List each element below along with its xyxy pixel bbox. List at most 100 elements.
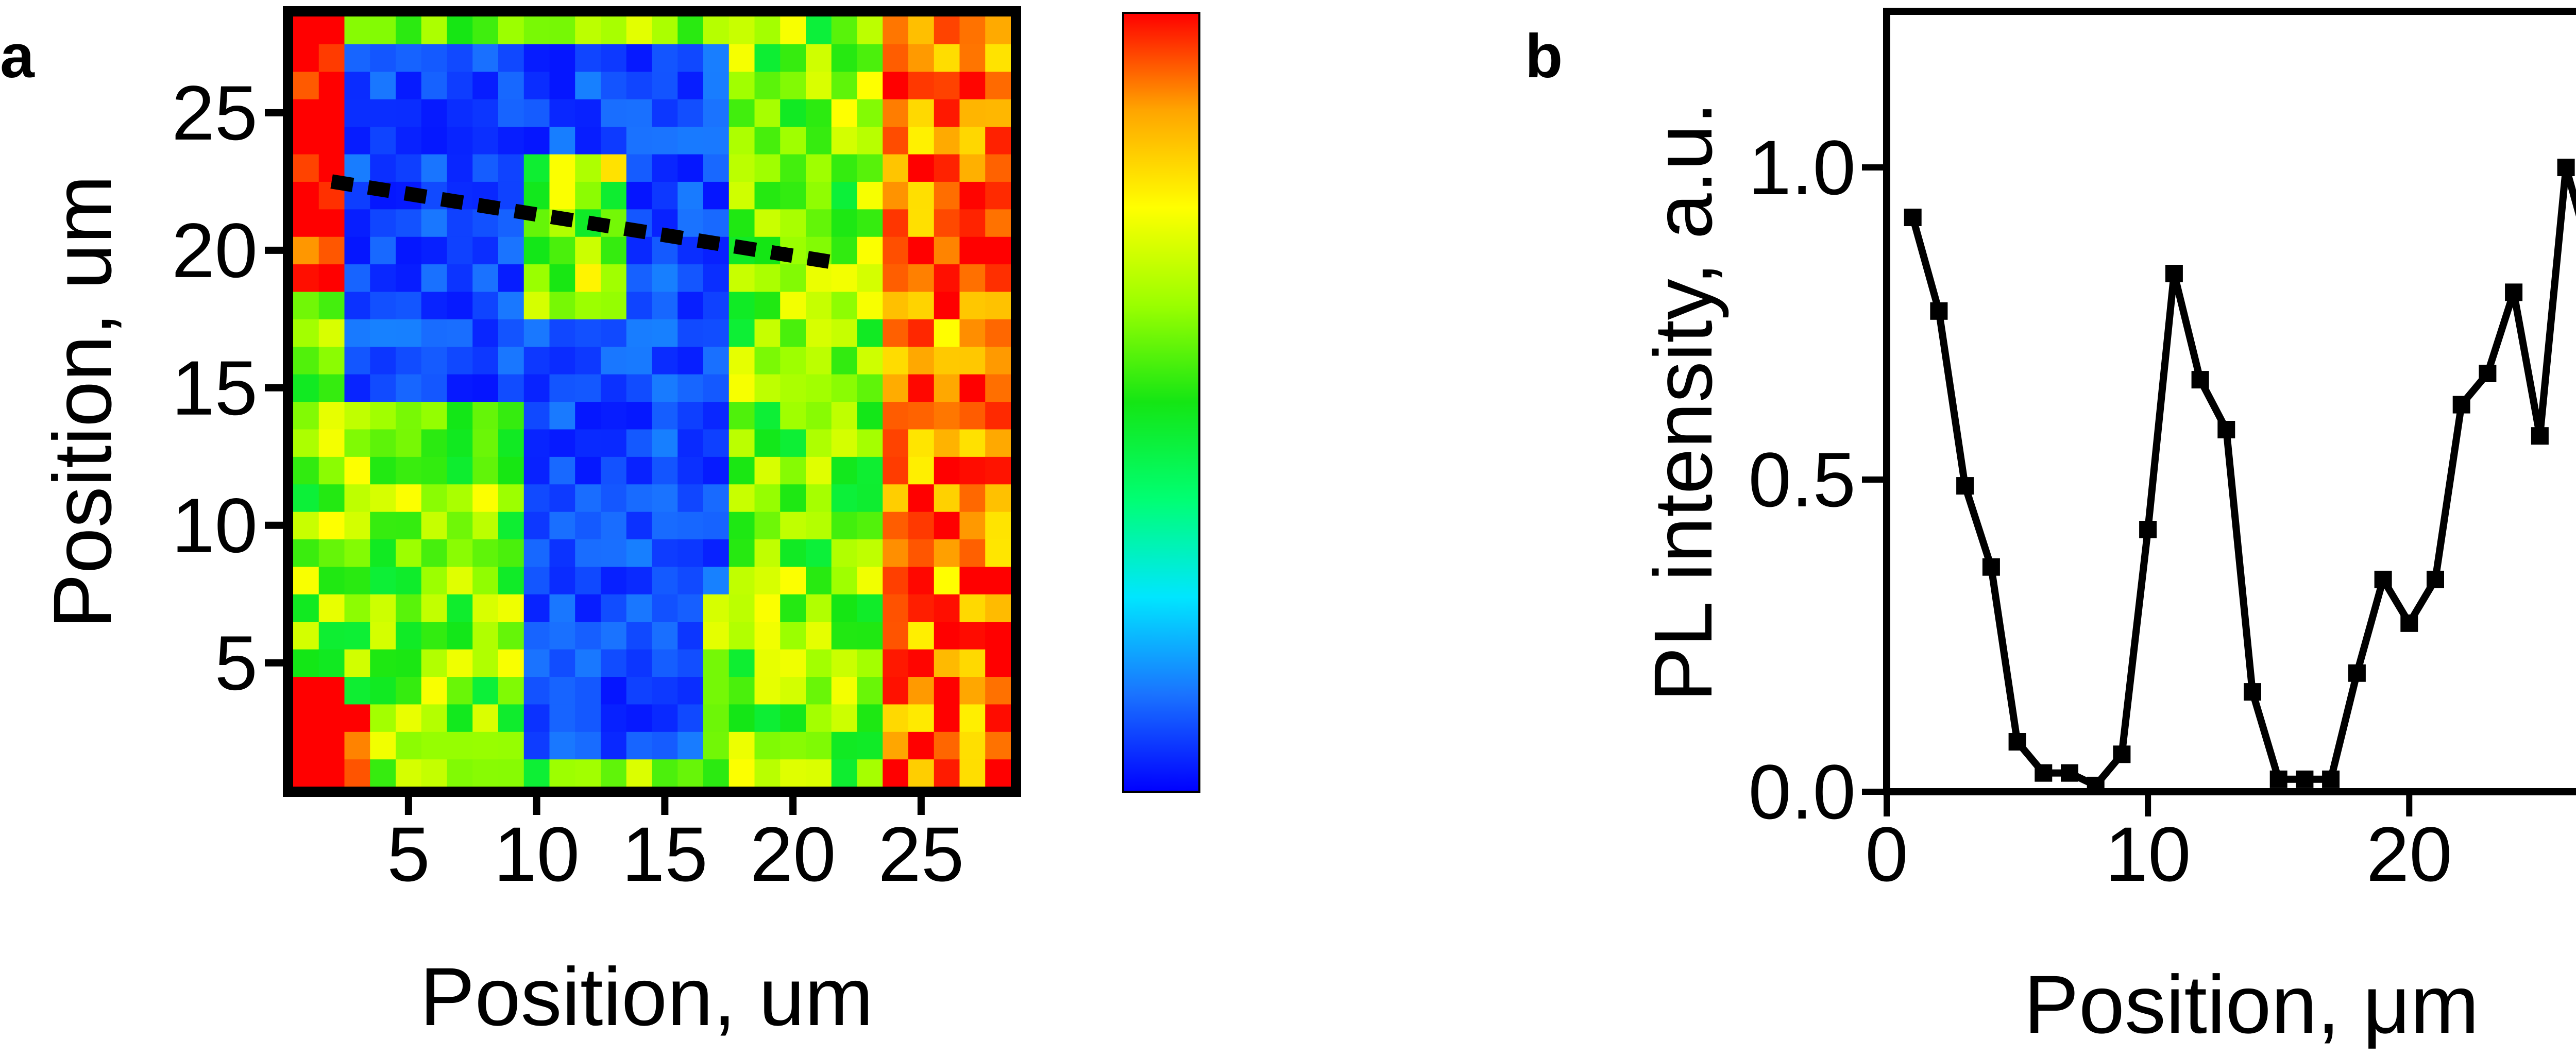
heatmap-cell [396,704,422,732]
heatmap-cell [831,566,858,594]
heatmap-cell [652,759,678,787]
heatmap-cell [318,319,345,347]
heatmap-cell [523,649,550,677]
heatmap-cell [908,291,935,319]
heatmap-cell [908,566,935,594]
heatmap-cell [959,99,986,127]
heatmap-cell [780,126,806,155]
heatmap-cell [703,181,730,210]
heatmap-cell [523,71,550,99]
heatmap-cell [293,99,319,127]
heatmap-cell [498,154,524,182]
data-point [2113,745,2131,763]
heatmap-cell [472,126,499,155]
heatmap-cell [293,676,319,705]
heatmap-cell [447,99,473,127]
heatmap-cell [601,401,627,430]
heatmap-cell [857,456,883,485]
heatmap-cell [601,154,627,182]
heatmap-cell [908,704,935,732]
heatmap-cell [985,539,1011,567]
heatmap-cell [652,44,678,72]
heatmap-cell [857,539,883,567]
heatmap-cell [293,181,319,210]
heatmap-cell [831,512,858,540]
heatmap-cell [421,16,448,44]
heatmap-cell [318,209,345,237]
heatmap-cell [549,291,575,319]
heatmap-x-tick-label: 5 [387,811,430,897]
heatmap-cell [677,44,704,72]
heatmap-cell [908,319,935,347]
heatmap-cell [370,126,396,155]
heatmap-cell [806,621,832,650]
heatmap-cell [421,512,448,540]
heatmap-cell [959,704,986,732]
heatmap-cell [908,71,935,99]
heatmap-cell [908,99,935,127]
heatmap-y-tick-label: 20 [172,207,258,294]
heatmap-cell [754,16,781,44]
heatmap-cell [652,594,678,622]
heatmap-cell [754,676,781,705]
heatmap-cell [908,429,935,457]
heatmap-cell [626,44,653,72]
heatmap-cell [703,484,730,512]
heatmap-cell [575,539,601,567]
heatmap-cell [754,346,781,374]
heatmap-cell [549,181,575,210]
heatmap-cell [728,16,755,44]
heatmap-cell [344,236,370,265]
heatmap-cell [293,649,319,677]
line-profile-dashed [330,174,845,271]
heatmap-cell [728,621,755,650]
heatmap-cell [549,126,575,155]
data-point [2139,521,2157,538]
heatmap-cell [575,401,601,430]
panel-a-label: a [0,22,35,91]
heatmap-cell [728,291,755,319]
heatmap-cell [934,264,960,292]
heatmap-cell [601,181,627,210]
heatmap-cell [677,539,704,567]
heatmap-cell [908,759,935,787]
heatmap-cell [396,126,422,155]
heatmap-cell [447,291,473,319]
heatmap-cell [344,731,370,760]
heatmap-cell [831,181,858,210]
heatmap-cell [370,759,396,787]
data-point [2191,371,2209,389]
heatmap-cell [857,319,883,347]
heatmap-cell [421,346,448,374]
data-point [2531,427,2549,445]
heatmap-cell [344,512,370,540]
heatmap-cell [396,539,422,567]
line-x-tick-label: 10 [2105,811,2191,897]
heatmap-cell [780,456,806,485]
heatmap-cell [959,16,986,44]
heatmap-cell [575,704,601,732]
heatmap-cell [806,126,832,155]
heatmap-cell [728,319,755,347]
heatmap-cell [959,429,986,457]
heatmap-cell [447,456,473,485]
heatmap-cell [857,566,883,594]
heatmap-cell [652,566,678,594]
heatmap-cell [883,236,909,265]
heatmap-cell [396,759,422,787]
heatmap-cell [575,429,601,457]
heatmap-cell [601,512,627,540]
heatmap-cell [934,566,960,594]
heatmap-cell [857,99,883,127]
heatmap-cell [575,319,601,347]
heatmap-cell [498,291,524,319]
heatmap-cell [908,512,935,540]
heatmap-cell [523,44,550,72]
panel-b-line-chart: b 0 10 20 0.0 0.5 1.0 Position, μm PL intens… [1525,8,2576,1050]
heatmap-cell [421,484,448,512]
heatmap-cell [754,401,781,430]
heatmap-cell [396,731,422,760]
heatmap-cell [985,346,1011,374]
heatmap-cell [857,264,883,292]
data-point [2557,159,2575,176]
